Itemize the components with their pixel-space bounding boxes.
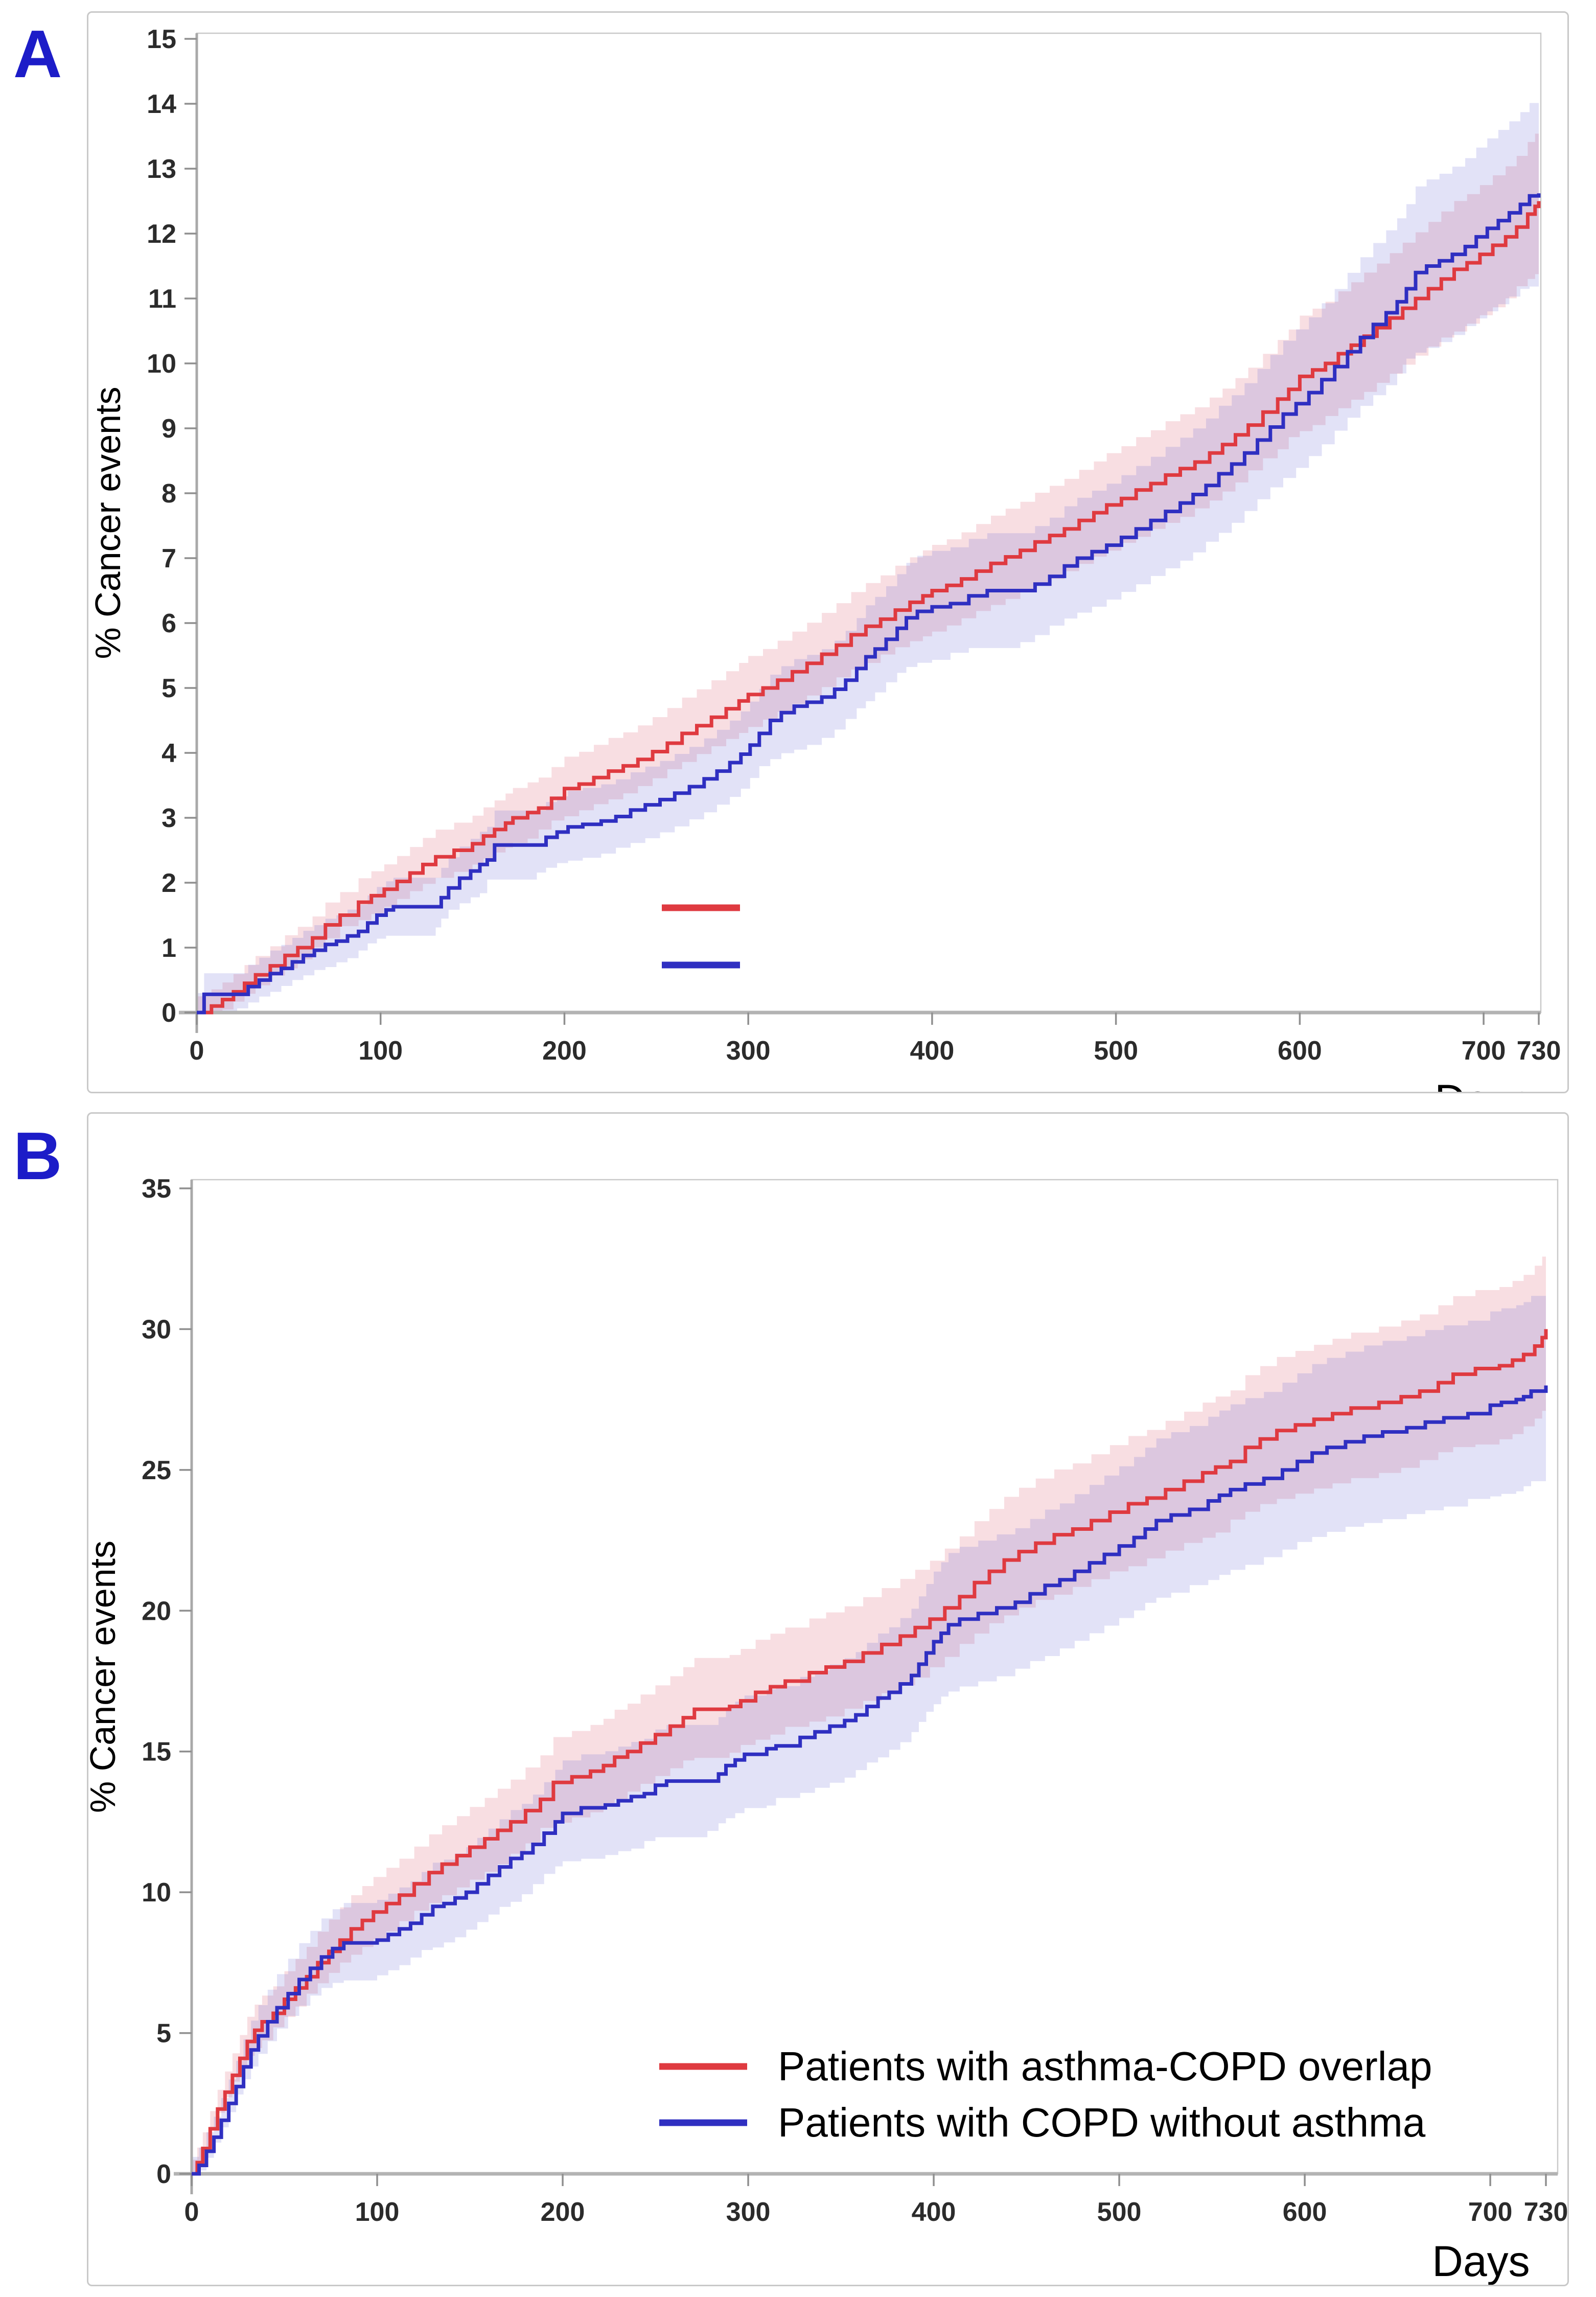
svg-text:730: 730 <box>1524 2197 1567 2227</box>
svg-text:100: 100 <box>358 1036 403 1066</box>
svg-text:500: 500 <box>1097 2197 1142 2227</box>
svg-text:% Cancer events: % Cancer events <box>88 386 128 659</box>
panel-b-label: B <box>13 1118 62 1193</box>
svg-text:5: 5 <box>161 674 176 703</box>
svg-text:600: 600 <box>1283 2197 1327 2227</box>
svg-text:8: 8 <box>161 479 176 509</box>
panel-b-chart: 0 5 10 15 20 25 30 35 0 100 200 300 400 500 600 700 730 D… <box>88 1174 1567 2285</box>
svg-text:700: 700 <box>1468 2197 1513 2227</box>
svg-text:100: 100 <box>355 2197 400 2227</box>
svg-text:% Cancer events: % Cancer events <box>88 1541 123 1813</box>
svg-text:13: 13 <box>147 154 176 184</box>
panel-a: 0 1 2 3 4 5 6 7 8 9 10 11 12 13 14 15 0 100 200 300 400 500 60… <box>87 11 1569 1093</box>
svg-text:Days: Days <box>1432 2237 1530 2285</box>
svg-text:Days: Days <box>1435 1076 1532 1092</box>
svg-text:10: 10 <box>147 349 176 379</box>
svg-text:700: 700 <box>1462 1036 1506 1066</box>
svg-text:30: 30 <box>142 1315 171 1344</box>
panel-b: 0 5 10 15 20 25 30 35 0 100 200 300 400 500 600 700 730 D… <box>87 1112 1569 2286</box>
svg-text:3: 3 <box>161 803 176 833</box>
svg-text:0: 0 <box>161 998 176 1028</box>
svg-text:200: 200 <box>542 1036 587 1066</box>
svg-text:25: 25 <box>142 1456 171 1485</box>
svg-text:0: 0 <box>190 1036 204 1066</box>
svg-text:20: 20 <box>142 1596 171 1626</box>
svg-text:11: 11 <box>148 284 176 314</box>
svg-text:730: 730 <box>1517 1036 1561 1066</box>
svg-text:300: 300 <box>726 2197 771 2227</box>
svg-text:200: 200 <box>541 2197 585 2227</box>
panel-a-label: A <box>13 16 62 91</box>
svg-text:4: 4 <box>161 739 176 768</box>
svg-text:15: 15 <box>142 1737 171 1767</box>
svg-text:0: 0 <box>156 2160 171 2189</box>
svg-text:6: 6 <box>161 609 176 638</box>
svg-text:400: 400 <box>912 2197 956 2227</box>
svg-text:300: 300 <box>726 1036 771 1066</box>
svg-text:Patients with asthma-COPD over: Patients with asthma-COPD overlap <box>778 2043 1432 2089</box>
svg-text:Patients with COPD without ast: Patients with COPD without asthma <box>778 2100 1426 2145</box>
svg-text:0: 0 <box>184 2197 199 2227</box>
svg-text:2: 2 <box>161 868 176 898</box>
svg-text:9: 9 <box>161 414 176 444</box>
svg-text:35: 35 <box>142 1174 171 1204</box>
svg-text:1: 1 <box>161 933 176 963</box>
svg-text:7: 7 <box>161 544 176 573</box>
svg-text:14: 14 <box>147 89 176 119</box>
svg-text:600: 600 <box>1278 1036 1322 1066</box>
svg-text:5: 5 <box>156 2019 171 2049</box>
svg-text:12: 12 <box>147 219 176 249</box>
svg-text:500: 500 <box>1094 1036 1138 1066</box>
svg-text:15: 15 <box>147 25 176 54</box>
svg-text:400: 400 <box>910 1036 955 1066</box>
svg-text:10: 10 <box>142 1878 171 1908</box>
